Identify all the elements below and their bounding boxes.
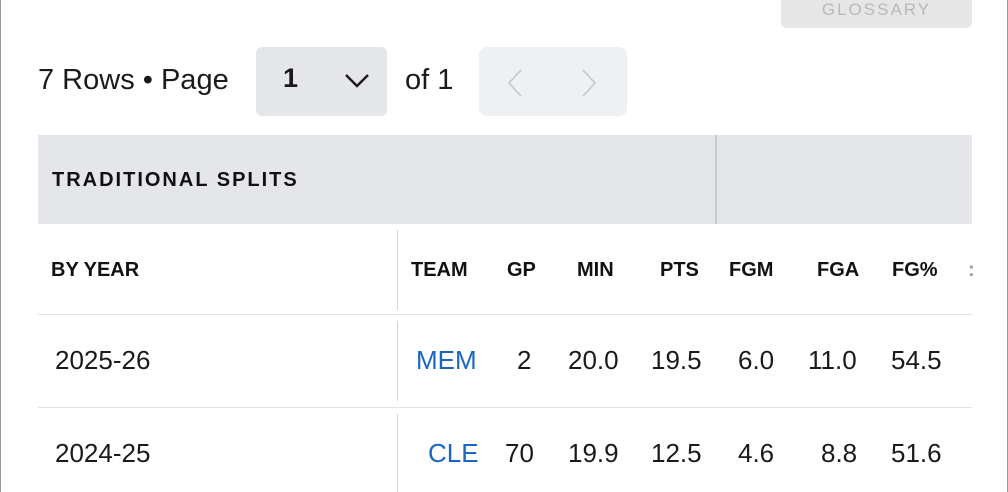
cell-fga: 8.8 — [821, 438, 858, 468]
section-title: TRADITIONAL SPLITS — [52, 169, 299, 191]
col-header-fga[interactable]: FGA — [817, 259, 860, 281]
column-divider — [397, 414, 398, 492]
cell-year: 2025-26 — [55, 345, 151, 375]
col-header-fgm[interactable]: FGM — [729, 259, 774, 281]
cell-gp: 2 — [517, 345, 532, 375]
section-divider — [715, 135, 717, 224]
cell-fgm: 6.0 — [738, 345, 775, 375]
page-count-label: of 1 — [405, 64, 454, 96]
col-header-gp[interactable]: GP — [507, 259, 536, 281]
team-link[interactable]: CLE — [428, 438, 479, 468]
col-header-min[interactable]: MIN — [577, 259, 614, 281]
prev-page-button[interactable] — [479, 47, 553, 116]
col-header-team[interactable]: TEAM — [411, 259, 468, 281]
rows-page-label: 7 Rows • Page — [38, 64, 229, 96]
table-header-row: BY YEAR TEAM GP MIN PTS FGM FGA FG% : — [38, 224, 975, 315]
cell-pts: 19.5 — [651, 345, 702, 375]
table-row: 2025-26 MEM 2 20.0 19.5 6.0 11.0 54.5 — [38, 315, 972, 408]
page-select-value: 1 — [283, 63, 299, 93]
page-select[interactable]: 1 — [256, 47, 387, 116]
column-divider — [397, 230, 398, 310]
chevron-right-icon — [582, 69, 597, 97]
cell-gp: 70 — [505, 438, 534, 468]
glossary-button[interactable]: GLOSSARY — [781, 0, 972, 28]
section-header: TRADITIONAL SPLITS — [38, 135, 972, 224]
team-link[interactable]: MEM — [416, 345, 477, 375]
col-header-overflow: : — [968, 259, 975, 281]
cell-fga: 11.0 — [808, 345, 857, 375]
table-row: 2024-25 CLE 70 19.9 12.5 4.6 8.8 51.6 — [38, 408, 972, 492]
cell-fg-pct: 54.5 — [891, 345, 942, 375]
cell-year: 2024-25 — [55, 438, 151, 468]
cell-fg-pct: 51.6 — [891, 438, 942, 468]
cell-fgm: 4.6 — [738, 438, 775, 468]
next-page-button[interactable] — [553, 47, 627, 116]
cell-pts: 12.5 — [651, 438, 702, 468]
cell-min: 20.0 — [568, 345, 619, 375]
chevron-down-icon — [344, 73, 370, 94]
cell-min: 19.9 — [568, 438, 619, 468]
col-header-fg-pct[interactable]: FG% — [892, 259, 938, 281]
page-nav-group — [479, 47, 627, 116]
col-header-by-year[interactable]: BY YEAR — [51, 259, 140, 281]
col-header-pts[interactable]: PTS — [660, 259, 699, 281]
chevron-left-icon — [507, 69, 522, 97]
column-divider — [397, 321, 398, 401]
